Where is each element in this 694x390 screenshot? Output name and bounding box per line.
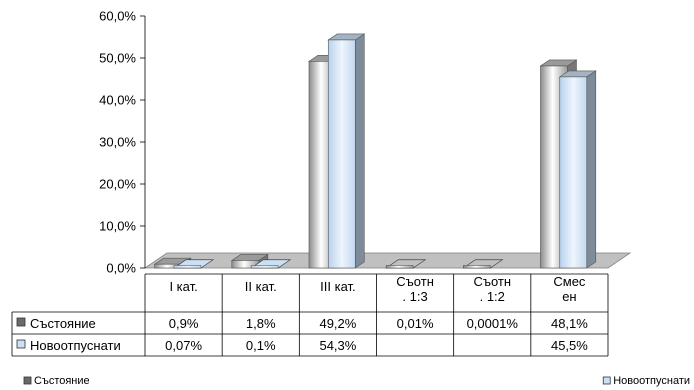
data-cell: 45,5%: [551, 338, 588, 353]
bar-novootpusnati: [327, 33, 366, 269]
row-series-label: Състояние: [30, 316, 96, 331]
category-label: II кат.: [245, 279, 277, 294]
legend-label: Новоотпуснати: [613, 375, 690, 387]
legend-entry: Новоотпуснати: [602, 375, 690, 387]
data-cell: 0,9%: [169, 316, 199, 331]
legend-swatch: [23, 376, 32, 385]
data-cell: 0,07%: [165, 338, 202, 353]
row-series-label: Новоотпуснати: [30, 338, 121, 353]
category-label: Съотн. 1:2: [473, 274, 511, 304]
data-cell: 1,8%: [246, 316, 276, 331]
y-tick-label: 40,0%: [99, 93, 136, 108]
category-label: Смес ен: [553, 274, 586, 304]
bar-novootpusnati: [249, 259, 292, 269]
legend-swatch: [602, 376, 611, 385]
bar-sastoyanie: [385, 259, 427, 269]
y-tick-label: 60,0%: [99, 9, 136, 24]
bar-novootpusnati: [172, 259, 215, 269]
bar-sastoyanie: [462, 259, 504, 269]
y-tick-label: 20,0%: [99, 177, 136, 192]
row-legend-key: [16, 339, 26, 349]
data-table: I кат. II кат. III кат. Съотн. 1:3 Съотн. 1:…: [11, 273, 609, 357]
category-label: I кат.: [169, 279, 197, 294]
y-tick-label: 0,0%: [106, 261, 136, 276]
data-cell: 49,2%: [319, 316, 356, 331]
row-legend-key: [16, 317, 26, 327]
legend-entry: Състояние: [23, 375, 90, 387]
data-cell: 54,3%: [319, 338, 356, 353]
category-label: Съотн. 1:3: [396, 274, 434, 304]
legend-label: Състояние: [34, 375, 90, 387]
data-cell: 0,1%: [246, 338, 276, 353]
bar-novootpusnati: [558, 70, 597, 269]
category-label: III кат.: [320, 279, 356, 294]
data-cell: 48,1%: [551, 316, 588, 331]
data-cell: 0,0001%: [467, 316, 519, 331]
data-cell: 0,01%: [397, 316, 434, 331]
y-tick-label: 10,0%: [99, 219, 136, 234]
y-tick-label: 30,0%: [99, 135, 136, 150]
y-tick-label: 50,0%: [99, 51, 136, 66]
